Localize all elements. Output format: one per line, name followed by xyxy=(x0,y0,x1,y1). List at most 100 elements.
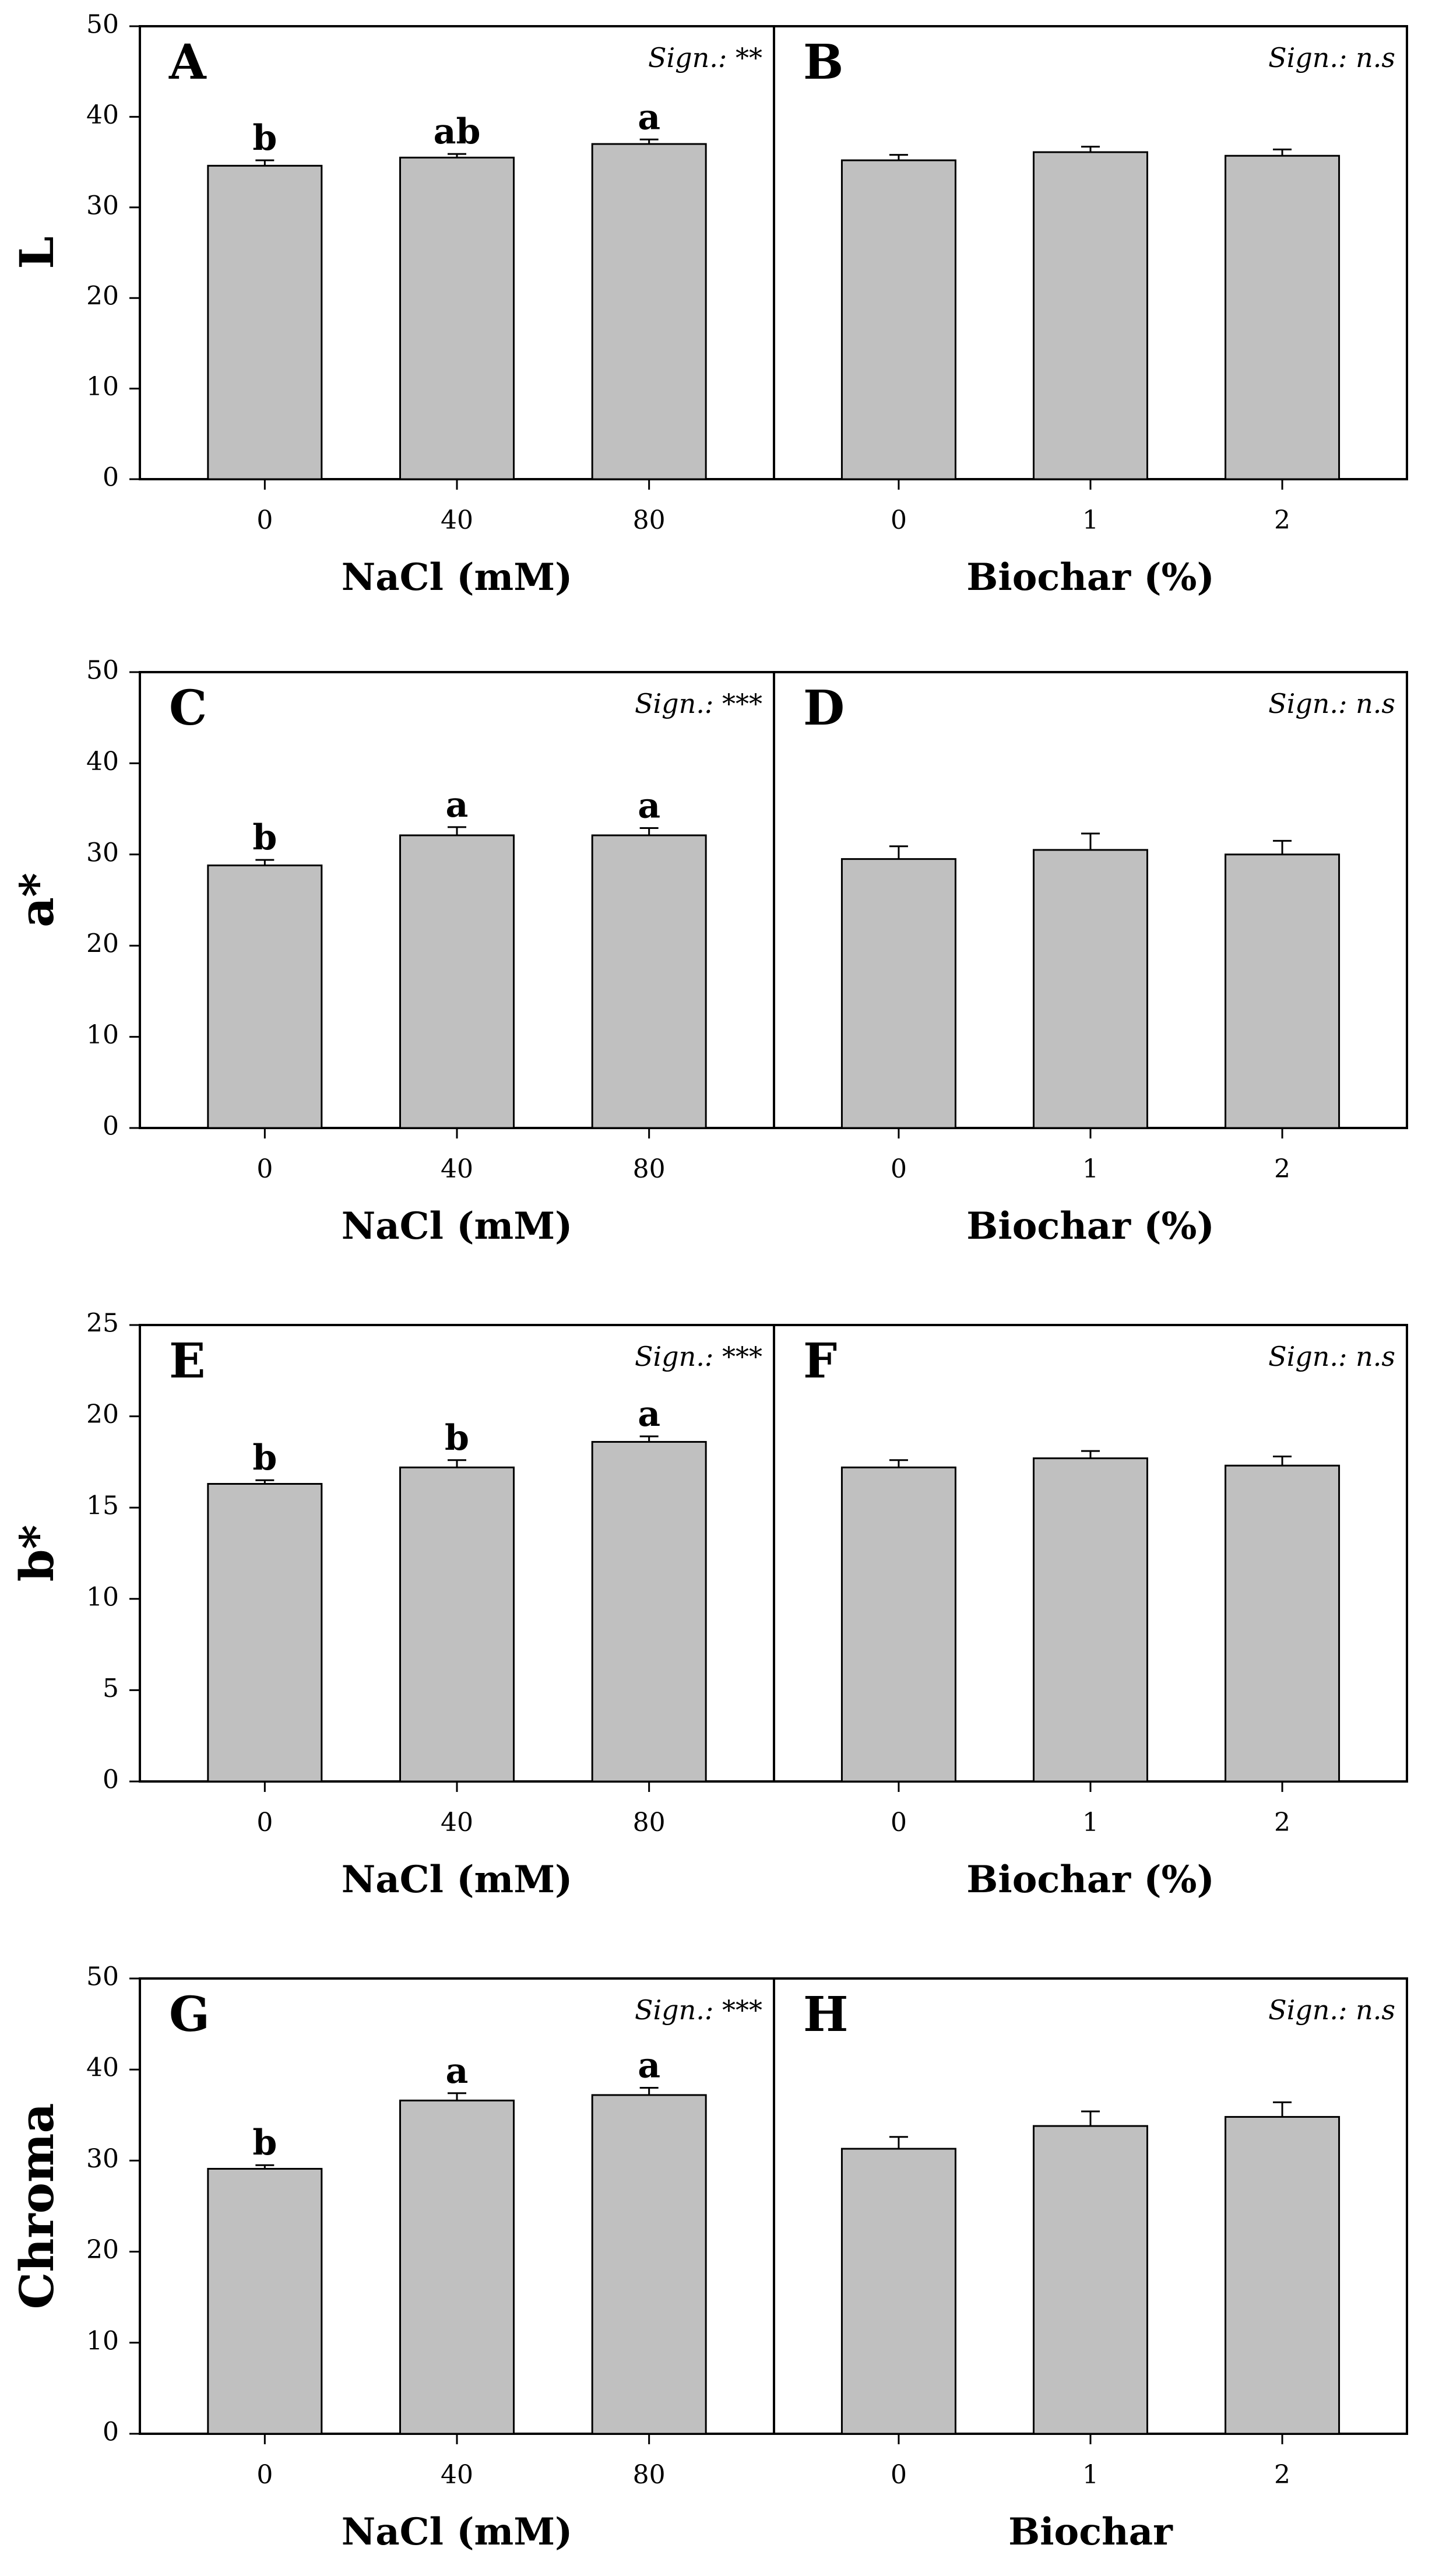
panel-letter-B: B xyxy=(803,34,843,90)
xtick-label-B-1: 1 xyxy=(1082,505,1099,535)
xtick-label-H-1: 1 xyxy=(1082,2460,1099,2490)
xlabel-E: NaCl (mM) xyxy=(342,1858,573,1902)
bar-H-0 xyxy=(840,2148,956,2435)
ytick-label-2-2: 10 xyxy=(86,1582,119,1612)
ytick-label-3-1: 10 xyxy=(86,2326,119,2356)
ytick-label-1-1: 10 xyxy=(86,1020,119,1050)
ytick-label-1-5: 50 xyxy=(86,656,119,686)
bar-D-0 xyxy=(840,858,956,1129)
sig-letter-E-2: a xyxy=(638,1394,660,1435)
xlabel-H: Biochar xyxy=(1008,2510,1173,2554)
xlabel-G: NaCl (mM) xyxy=(342,2510,573,2554)
xtick-label-B-2: 2 xyxy=(1274,505,1290,535)
panel-letter-E: E xyxy=(169,1333,206,1389)
bar-B-2 xyxy=(1225,154,1341,480)
bar-F-0 xyxy=(840,1466,956,1783)
xtick-label-G-0: 0 xyxy=(256,2460,273,2490)
ytick-label-0-4: 40 xyxy=(86,100,119,130)
xtick-label-E-1: 40 xyxy=(441,1808,473,1837)
xtick-label-F-1: 1 xyxy=(1082,1808,1099,1837)
bar-E-2 xyxy=(591,1440,707,1783)
sig-letter-E-1: b xyxy=(445,1418,469,1459)
panel-letter-H: H xyxy=(803,1987,848,2043)
sig-letter-C-0: b xyxy=(252,817,277,858)
ytick-label-0-3: 30 xyxy=(86,191,119,220)
significance-E: Sign.: *** xyxy=(635,1341,762,1372)
panel-letter-G: G xyxy=(169,1987,210,2043)
significance-F: Sign.: n.s xyxy=(1268,1341,1395,1372)
bar-D-1 xyxy=(1033,849,1148,1129)
ytick-label-2-3: 15 xyxy=(86,1491,119,1521)
sig-letter-A-1: ab xyxy=(434,111,481,152)
bar-B-1 xyxy=(1033,151,1148,480)
bar-A-1 xyxy=(399,156,515,480)
bar-A-2 xyxy=(591,143,707,480)
xtick-label-C-0: 0 xyxy=(256,1154,273,1184)
ylabel-3: Chroma xyxy=(9,2103,64,2310)
bar-E-1 xyxy=(399,1466,515,1783)
sig-letter-A-2: a xyxy=(638,97,660,138)
panel-letter-C: C xyxy=(169,680,207,736)
sig-letter-E-0: b xyxy=(252,1438,277,1478)
ytick-label-0-0: 0 xyxy=(103,463,119,493)
sig-letter-G-1: a xyxy=(446,2051,469,2092)
ytick-label-0-5: 50 xyxy=(86,10,119,40)
bar-H-1 xyxy=(1033,2125,1148,2435)
xtick-label-F-2: 2 xyxy=(1274,1808,1290,1837)
xtick-label-G-1: 40 xyxy=(441,2460,473,2490)
sig-letter-A-0: b xyxy=(252,118,277,159)
xtick-label-C-1: 40 xyxy=(441,1154,473,1184)
ytick-label-2-5: 25 xyxy=(86,1309,119,1338)
significance-A: Sign.: ** xyxy=(648,42,762,73)
xtick-label-D-1: 1 xyxy=(1082,1154,1099,1184)
bar-G-2 xyxy=(591,2094,707,2435)
ylabel-0: L xyxy=(9,236,64,269)
ytick-label-2-4: 20 xyxy=(86,1400,119,1429)
ytick-label-3-4: 40 xyxy=(86,2053,119,2083)
xlabel-B: Biochar (%) xyxy=(966,556,1214,599)
xtick-label-E-2: 80 xyxy=(633,1808,666,1837)
bar-F-2 xyxy=(1225,1464,1341,1783)
ytick-label-3-3: 30 xyxy=(86,2144,119,2174)
xtick-label-A-1: 40 xyxy=(441,505,473,535)
significance-B: Sign.: n.s xyxy=(1268,42,1395,73)
xtick-label-H-0: 0 xyxy=(891,2460,907,2490)
sig-letter-G-2: a xyxy=(638,2045,660,2086)
panel-letter-F: F xyxy=(803,1333,837,1389)
significance-G: Sign.: *** xyxy=(635,1994,762,2026)
bar-A-0 xyxy=(207,164,323,480)
xtick-label-C-2: 80 xyxy=(633,1154,666,1184)
sig-letter-C-1: a xyxy=(446,785,469,825)
ylabel-1: a* xyxy=(9,873,64,927)
xtick-label-D-2: 2 xyxy=(1274,1154,1290,1184)
ytick-label-3-5: 50 xyxy=(86,1962,119,1992)
ytick-label-0-1: 10 xyxy=(86,372,119,402)
panel-letter-A: A xyxy=(168,34,207,90)
bar-D-2 xyxy=(1225,853,1341,1129)
xlabel-C: NaCl (mM) xyxy=(342,1204,573,1248)
bar-G-1 xyxy=(399,2099,515,2435)
significance-C: Sign.: *** xyxy=(635,688,762,719)
xlabel-D: Biochar (%) xyxy=(966,1204,1214,1248)
xlabel-F: Biochar (%) xyxy=(966,1858,1214,1902)
bar-B-0 xyxy=(840,159,956,480)
ytick-label-2-0: 0 xyxy=(103,1765,119,1795)
ytick-label-1-0: 0 xyxy=(103,1112,119,1141)
ytick-label-1-4: 40 xyxy=(86,747,119,776)
ytick-label-0-2: 20 xyxy=(86,282,119,311)
significance-D: Sign.: n.s xyxy=(1268,688,1395,719)
xtick-label-F-0: 0 xyxy=(891,1808,907,1837)
sig-letter-G-0: b xyxy=(252,2122,277,2163)
ytick-label-1-2: 20 xyxy=(86,929,119,959)
xtick-label-A-0: 0 xyxy=(256,505,273,535)
bar-G-0 xyxy=(207,2167,323,2435)
sig-letter-C-2: a xyxy=(638,785,660,826)
ylabel-2: b* xyxy=(9,1525,64,1582)
xtick-label-E-0: 0 xyxy=(256,1808,273,1837)
ytick-label-2-1: 5 xyxy=(103,1674,119,1703)
bar-E-0 xyxy=(207,1482,323,1783)
xtick-label-G-2: 80 xyxy=(633,2460,666,2490)
panel-letter-D: D xyxy=(803,680,845,736)
bar-C-1 xyxy=(399,834,515,1129)
